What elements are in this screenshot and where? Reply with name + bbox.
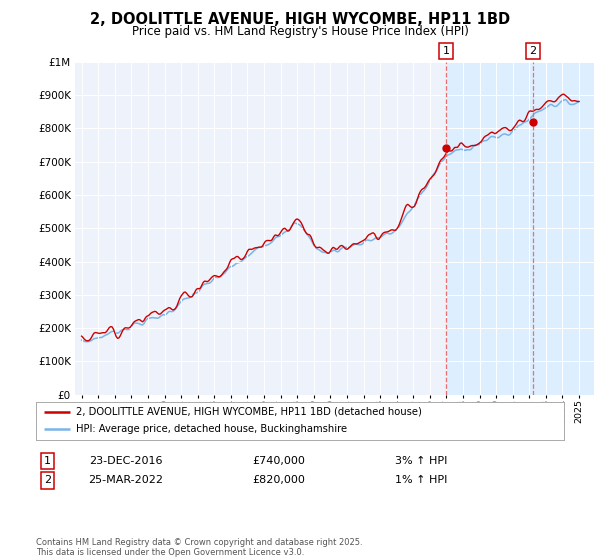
Text: 1: 1	[442, 46, 449, 56]
Text: HPI: Average price, detached house, Buckinghamshire: HPI: Average price, detached house, Buck…	[76, 424, 347, 435]
Text: 25-MAR-2022: 25-MAR-2022	[88, 475, 163, 486]
Text: £820,000: £820,000	[253, 475, 305, 486]
Text: 2, DOOLITTLE AVENUE, HIGH WYCOMBE, HP11 1BD: 2, DOOLITTLE AVENUE, HIGH WYCOMBE, HP11 …	[90, 12, 510, 27]
Text: 3% ↑ HPI: 3% ↑ HPI	[395, 456, 448, 466]
Text: Contains HM Land Registry data © Crown copyright and database right 2025.
This d: Contains HM Land Registry data © Crown c…	[36, 538, 362, 557]
Text: 23-DEC-2016: 23-DEC-2016	[89, 456, 163, 466]
Text: 1: 1	[44, 456, 51, 466]
Text: 1% ↑ HPI: 1% ↑ HPI	[395, 475, 448, 486]
Text: £740,000: £740,000	[253, 456, 305, 466]
Text: 2: 2	[44, 475, 51, 486]
Text: 2, DOOLITTLE AVENUE, HIGH WYCOMBE, HP11 1BD (detached house): 2, DOOLITTLE AVENUE, HIGH WYCOMBE, HP11 …	[76, 407, 421, 417]
Text: Price paid vs. HM Land Registry's House Price Index (HPI): Price paid vs. HM Land Registry's House …	[131, 25, 469, 38]
Text: 2: 2	[530, 46, 537, 56]
Bar	[446, 62, 594, 395]
